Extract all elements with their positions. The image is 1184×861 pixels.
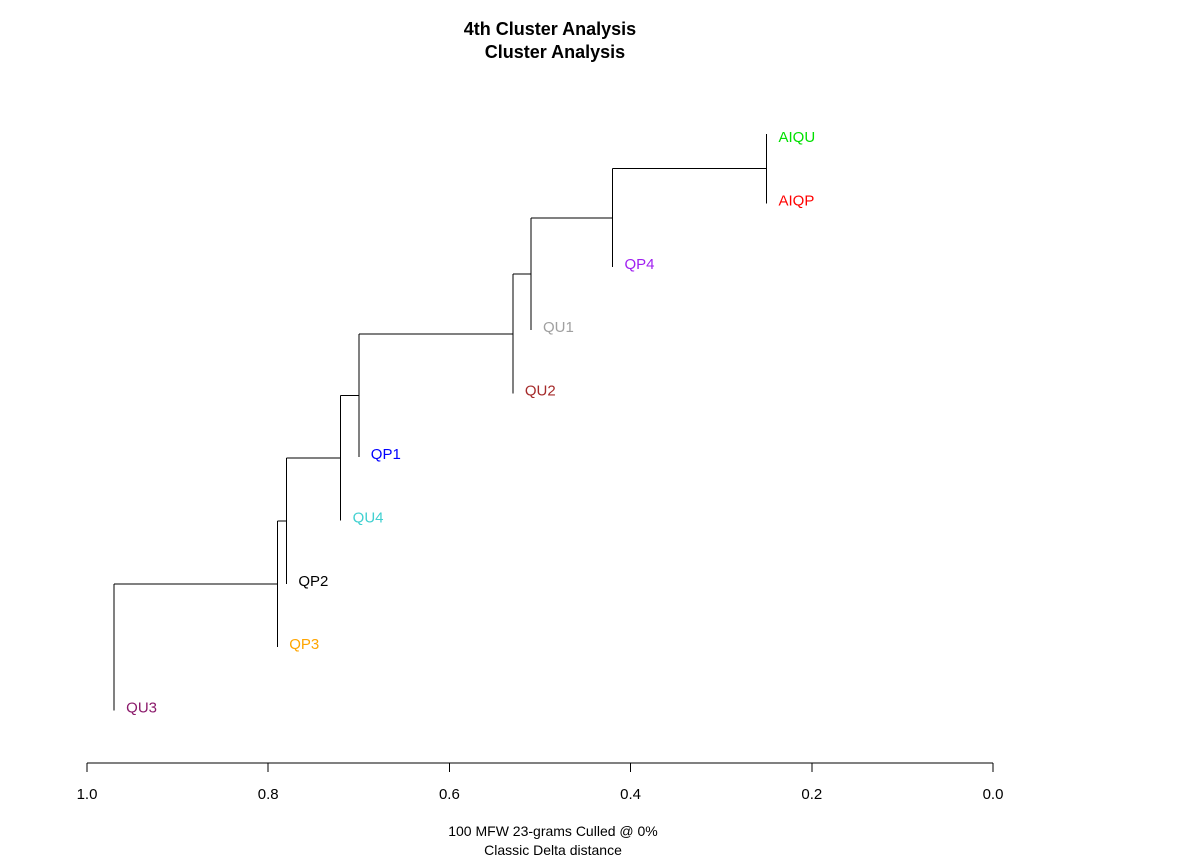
chart-title: 4th Cluster Analysis [464,19,636,39]
x-tick-label-0.6: 0.6 [439,786,460,803]
leaf-label-qp1: QP1 [371,446,401,463]
leaf-label-aiqu: AIQU [779,129,816,146]
leaf-labels: AIQU AIQP QP4 QU1 QU2 QP1 QU4 QP2 QP3 QU3 [126,129,815,717]
x-axis-label: 100 MFW 23-grams Culled @ 0% [448,823,658,839]
x-tick-label-0.4: 0.4 [620,786,641,803]
dendrogram-branches [113,134,767,711]
leaf-label-aiqp: AIQP [779,192,815,209]
leaf-label-qu1: QU1 [543,319,574,336]
leaf-label-qu2: QU2 [525,383,556,400]
chart-subtitle: Cluster Analysis [485,42,625,62]
x-tick-label-1.0: 1.0 [77,786,98,803]
x-tick-label-0.0: 0.0 [983,786,1004,803]
x-tick-label-0.8: 0.8 [258,786,279,803]
x-tick-label-0.2: 0.2 [801,786,822,803]
leaf-label-qp4: QP4 [624,256,654,273]
x-axis-sublabel: Classic Delta distance [484,842,622,858]
leaf-label-qu3: QU3 [126,700,157,717]
leaf-label-qp3: QP3 [289,636,319,653]
leaf-label-qp2: QP2 [298,573,328,590]
leaf-label-qu4: QU4 [353,509,384,526]
x-axis: 1.0 0.8 0.6 0.4 0.2 0.0 [77,762,1004,803]
